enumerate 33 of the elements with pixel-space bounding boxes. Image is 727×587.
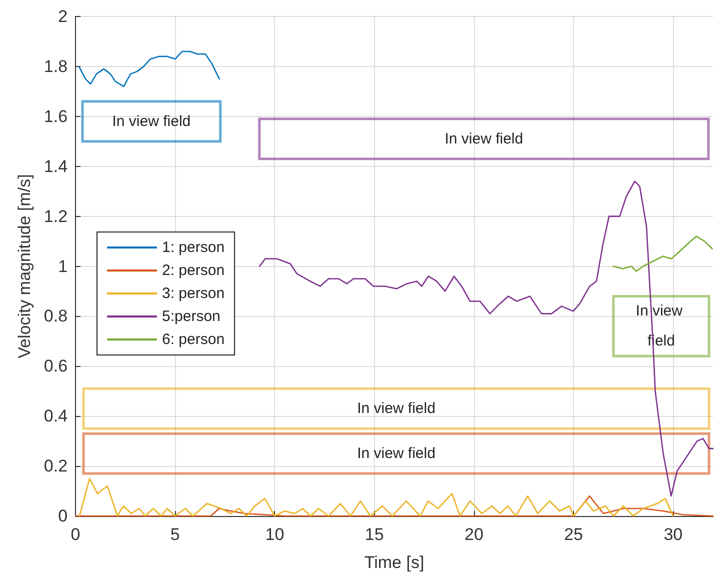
x-tick-label: 0	[70, 525, 80, 544]
legend-label: 6: person	[162, 331, 225, 348]
x-tick-label: 10	[265, 525, 284, 544]
x-tick-label: 20	[464, 525, 484, 544]
line-series	[78, 478, 674, 517]
y-tick-label: 1	[58, 256, 68, 276]
y-tick-label: 1.2	[44, 206, 68, 226]
line-series	[78, 50, 220, 88]
y-tick-label: 0	[58, 506, 68, 526]
annotation: In view field	[357, 445, 436, 462]
annotation: In view field	[357, 400, 436, 418]
x-axis-title: Time [s]	[364, 553, 424, 572]
legend-label: 3: person	[162, 285, 225, 302]
y-tick-label: 1.6	[44, 106, 68, 126]
y-tick-label: 0.4	[44, 406, 68, 426]
y-axis-title: Velocity magnitude [m/s]	[15, 174, 34, 358]
annotation: In view field	[444, 130, 524, 148]
y-tick-label: 2	[58, 7, 68, 26]
y-tick-label: 1.4	[44, 156, 68, 176]
y-tick-label: 0.8	[44, 306, 68, 326]
y-tick-label: 1.8	[44, 56, 68, 76]
annotation: In view field	[112, 112, 191, 130]
legend-label: 2: person	[162, 262, 225, 279]
y-tick-label: 0.2	[44, 456, 68, 476]
line-series	[612, 236, 713, 272]
legend-label: 5:person	[162, 308, 220, 325]
legend-label: 1: person	[162, 239, 225, 256]
x-tick-label: 5	[170, 525, 180, 544]
x-tick-label: 15	[364, 525, 384, 544]
line-series	[258, 180, 714, 497]
x-tick-label: 25	[564, 525, 584, 544]
y-tick-label: 0.6	[44, 356, 68, 376]
x-tick-label: 30	[664, 525, 683, 544]
